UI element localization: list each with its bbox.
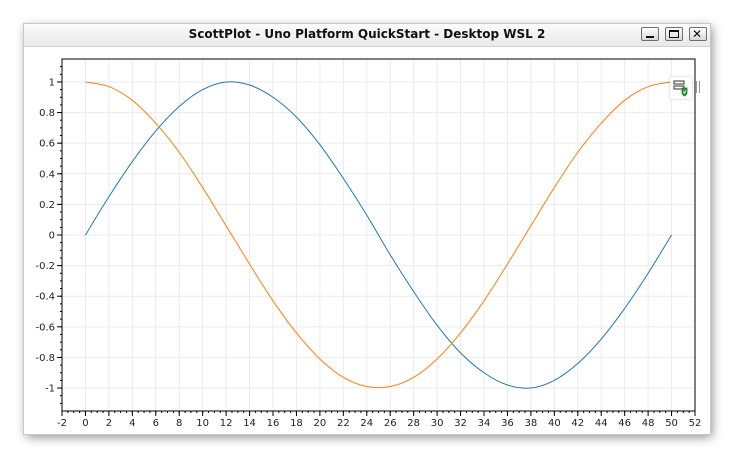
y-tick-label: -0.2 — [35, 261, 55, 272]
x-tick-label: 4 — [129, 418, 135, 429]
x-tick-label: 6 — [153, 418, 159, 429]
scottplot-chart[interactable]: -2 0 2 4 6 8 10 12 14 16 18 20 22 24 26 28 30 32 34 36 38 40 4… — [24, 47, 710, 434]
x-tick-label: 50 — [665, 418, 678, 429]
x-tick-label: 8 — [176, 418, 182, 429]
panel-grip-icon[interactable] — [696, 81, 700, 93]
x-tick-label: 22 — [337, 418, 350, 429]
x-tick-label: -2 — [57, 418, 67, 429]
x-tick-label: 46 — [618, 418, 631, 429]
chart-ticks — [57, 66, 696, 416]
x-tick-label: 42 — [571, 418, 584, 429]
window-title: ScottPlot - Uno Platform QuickStart - De… — [188, 27, 546, 41]
chart-grid — [61, 59, 696, 411]
series-line-1 — [85, 81, 672, 389]
title-bar[interactable]: ScottPlot - Uno Platform QuickStart - De… — [24, 24, 710, 47]
y-tick-label: 0.8 — [39, 108, 55, 119]
minimize-icon — [646, 36, 654, 38]
y-tick-label: 1 — [49, 77, 55, 88]
x-tick-label: 26 — [384, 418, 397, 429]
plot-area[interactable]: -2 0 2 4 6 8 10 12 14 16 18 20 22 24 26 28 30 32 34 36 38 40 4… — [24, 47, 710, 434]
x-tick-label: 36 — [501, 418, 514, 429]
x-tick-label: 52 — [689, 418, 702, 429]
x-tick-label: 44 — [595, 418, 608, 429]
x-tick-label: 10 — [196, 418, 209, 429]
maximize-button[interactable] — [665, 27, 683, 41]
chart-series — [85, 81, 672, 389]
y-tick-label: 0 — [49, 231, 55, 242]
y-tick-label: -0.6 — [35, 322, 55, 333]
x-tick-label: 48 — [642, 418, 655, 429]
settings-button[interactable] — [670, 77, 692, 99]
x-tick-label: 20 — [314, 418, 327, 429]
x-tick-label: 24 — [360, 418, 373, 429]
x-tick-label: 40 — [548, 418, 561, 429]
y-tick-label: -1 — [45, 384, 55, 395]
x-tick-label: 18 — [290, 418, 303, 429]
x-tick-label: 12 — [220, 418, 233, 429]
x-tick-label: 28 — [407, 418, 420, 429]
close-button[interactable]: ✕ — [689, 27, 707, 41]
y-tick-label: -0.4 — [35, 292, 55, 303]
x-tick-label: 14 — [243, 418, 256, 429]
close-icon: ✕ — [692, 27, 703, 41]
y-tick-label: -0.8 — [35, 353, 55, 364]
minimize-button[interactable] — [641, 27, 659, 41]
chart-tick-labels: -2 0 2 4 6 8 10 12 14 16 18 20 22 24 26 28 30 32 34 36 38 40 4… — [35, 77, 701, 429]
x-tick-label: 34 — [478, 418, 491, 429]
series-line-2 — [85, 81, 672, 389]
app-window: ScottPlot - Uno Platform QuickStart - De… — [24, 24, 710, 434]
x-tick-label: 0 — [82, 418, 88, 429]
maximize-icon — [669, 30, 679, 38]
x-tick-label: 30 — [431, 418, 444, 429]
x-tick-label: 16 — [267, 418, 280, 429]
x-tick-label: 2 — [106, 418, 112, 429]
y-tick-label: 0.2 — [39, 200, 55, 211]
y-tick-label: 0.4 — [39, 169, 55, 180]
settings-shield-icon — [673, 80, 688, 97]
x-tick-label: 32 — [454, 418, 467, 429]
x-tick-label: 38 — [525, 418, 538, 429]
y-tick-label: 0.6 — [39, 139, 55, 150]
